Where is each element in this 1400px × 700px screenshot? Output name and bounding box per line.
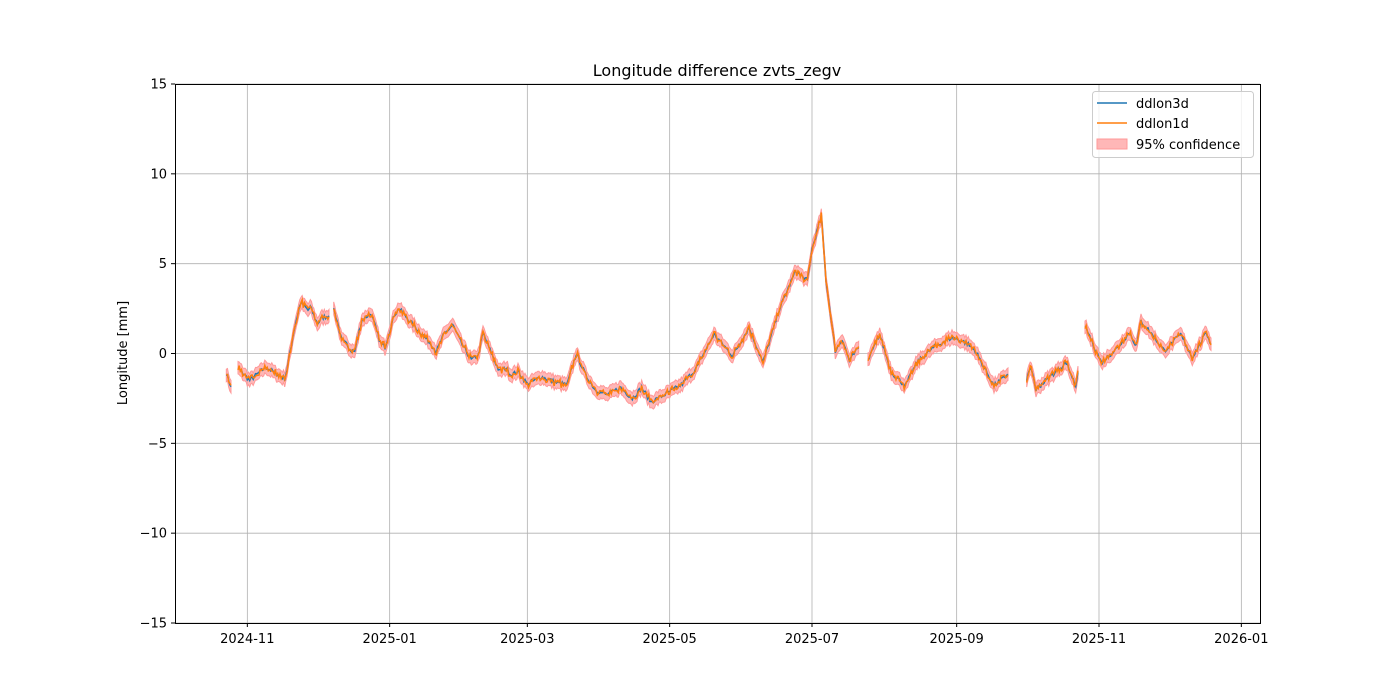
y-tick-label: 15 [150,78,167,93]
x-axis: 2024-11 2025-01 2025-03 2025-05 2025-07 2025-… [220,623,1268,647]
confidence-band-segment [1084,313,1212,371]
y-tick-label: 5 [159,257,167,272]
x-tick-label: 2025-05 [643,632,697,647]
y-axis: −15 −10 −5 0 5 10 15 [140,78,175,632]
confidence-band-segment [333,208,860,410]
x-tick-label: 2025-01 [363,632,417,647]
ddlon1d-line [1084,318,1212,367]
y-tick-label: −5 [148,437,167,452]
legend-swatch-confidence [1096,138,1128,150]
legend-box [1092,91,1254,158]
x-tick-label: 2024-11 [220,632,274,647]
y-tick-label: 10 [150,167,167,182]
legend-label-ddlon3d: ddlon3d [1136,97,1189,112]
ddlon1d-line [867,333,1009,393]
x-tick-label: 2025-07 [785,632,839,647]
plot-frame [175,84,1261,624]
legend-label-confidence: 95% confidence [1136,138,1240,153]
confidence-band [225,208,1212,410]
x-tick-label: 2025-11 [1072,632,1126,647]
x-tick-label: 2026-01 [1214,632,1268,647]
confidence-band-segment [867,327,1009,395]
y-tick-label: 0 [159,347,167,362]
confidence-band-segment [1026,354,1079,398]
ddlon1d-line [332,212,860,405]
confidence-band-segment [237,294,330,389]
chart-title: Longitude difference zvts_zegv [593,61,841,81]
series-lines [225,212,1212,405]
y-axis-label: Longitude [mm] [116,301,131,405]
y-tick-label: −10 [140,527,167,542]
legend-label-ddlon1d: ddlon1d [1136,117,1189,132]
ddlon1d-line [226,373,232,386]
y-tick-label: −15 [140,617,167,632]
x-tick-label: 2025-09 [930,632,984,647]
ddlon1d-line [1025,358,1079,393]
x-tick-label: 2025-03 [500,632,554,647]
legend: ddlon3d ddlon1d 95% confidence [1092,91,1254,158]
ddlon1d-line [237,296,330,383]
